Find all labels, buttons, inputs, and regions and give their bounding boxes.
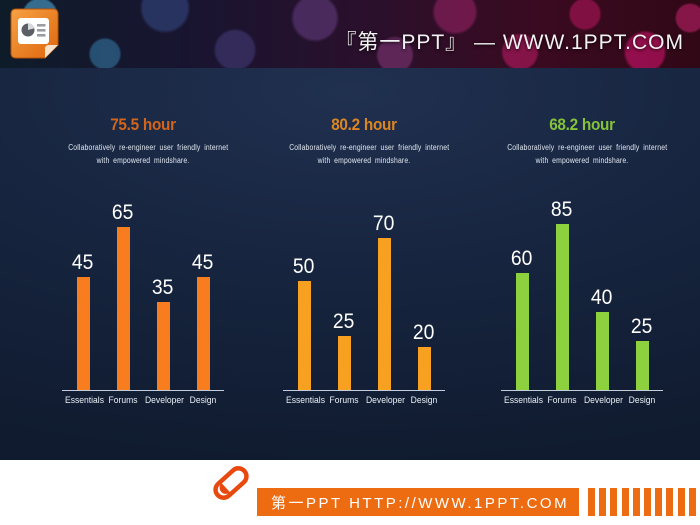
category-axis: Essentials Forums Developer Design xyxy=(62,395,224,406)
chart-subtitle-line1: Collaboratively re-engineer user friendl… xyxy=(289,143,450,152)
bar-value-label: 85 xyxy=(551,198,573,222)
bar-value-label: 20 xyxy=(413,321,435,345)
bar-slot: 45 xyxy=(183,251,223,391)
category-label: Forums xyxy=(547,395,577,407)
chart-title: 68.2 hour xyxy=(549,115,615,134)
bar-value-label: 35 xyxy=(152,276,174,300)
footer-stripe xyxy=(621,488,629,516)
footer-site-text: 第一PPT HTTP://WWW.1PPT.COM xyxy=(271,494,570,512)
header-site-title: 『第一PPT』 — WWW.1PPT.COM xyxy=(335,31,684,54)
footer-stripe xyxy=(588,488,595,516)
chart-title: 75.5 hour xyxy=(110,115,176,134)
bar-slot: 60 xyxy=(502,247,542,391)
bar[interactable] xyxy=(337,336,351,391)
bar-slot: 45 xyxy=(63,251,103,391)
bar-slot: 25 xyxy=(324,310,364,391)
bar-slot: 85 xyxy=(542,198,582,391)
header-banner: 『第一PPT』 — WWW.1PPT.COM xyxy=(0,0,700,70)
bar[interactable] xyxy=(595,312,609,391)
bar[interactable] xyxy=(156,302,170,391)
footer-stripe xyxy=(610,488,618,516)
category-label: Developer xyxy=(584,395,623,407)
footer-stripe xyxy=(599,488,607,516)
bar-value-label: 25 xyxy=(333,310,355,334)
bar[interactable] xyxy=(377,238,391,391)
footer-stripes-decoration xyxy=(588,488,700,516)
bar-value-label: 40 xyxy=(591,286,613,310)
bar-value-label: 25 xyxy=(631,315,653,339)
bar-value-label: 70 xyxy=(373,212,395,236)
bar-slot: 25 xyxy=(622,315,662,391)
category-label: Forums xyxy=(329,395,359,407)
bar[interactable] xyxy=(555,224,569,391)
category-label: Essentials xyxy=(504,395,543,407)
chart-subtitle-line2: with empowered mindshare. xyxy=(96,156,190,166)
category-label: Developer xyxy=(145,395,184,407)
bar-plot: 50 25 70 20 xyxy=(283,175,445,392)
footer-site-link[interactable]: 第一PPT HTTP://WWW.1PPT.COM xyxy=(257,488,579,516)
bar[interactable] xyxy=(417,347,431,391)
chart-subtitle-line1: Collaboratively re-engineer user friendl… xyxy=(507,143,668,152)
bar-slot: 65 xyxy=(103,201,143,391)
bar-chart-group-2: 80.2 hour Collaboratively re-engineer us… xyxy=(276,115,452,406)
category-label: Developer xyxy=(366,395,405,407)
category-axis: Essentials Forums Developer Design xyxy=(501,395,663,406)
category-label: Essentials xyxy=(286,395,325,407)
chart-subtitle-line2: with empowered mindshare. xyxy=(535,156,629,166)
chart-canvas: 75.5 hour Collaboratively re-engineer us… xyxy=(0,68,700,460)
bar-chart-group-1: 75.5 hour Collaboratively re-engineer us… xyxy=(55,115,231,406)
bar[interactable] xyxy=(196,277,210,391)
footer-stripe xyxy=(643,488,651,516)
chart-title: 80.2 hour xyxy=(331,115,397,134)
category-label: Design xyxy=(189,395,217,407)
bar-plot: 60 85 40 25 xyxy=(501,175,663,392)
category-label: Design xyxy=(628,395,656,407)
bar-value-label: 60 xyxy=(511,247,533,271)
category-axis: Essentials Forums Developer Design xyxy=(283,395,445,406)
category-label: Design xyxy=(410,395,438,407)
bar-value-label: 45 xyxy=(192,251,214,275)
footer-stripe xyxy=(655,488,663,516)
bar-slot: 35 xyxy=(143,276,183,391)
bar[interactable] xyxy=(635,341,649,391)
bar-plot: 45 65 35 45 xyxy=(62,175,224,392)
chart-subtitle-line1: Collaboratively re-engineer user friendl… xyxy=(68,143,229,152)
bar-value-label: 50 xyxy=(293,255,315,279)
bar-value-label: 65 xyxy=(112,201,134,225)
category-label: Forums xyxy=(108,395,138,407)
powerpoint-slide-icon-svg xyxy=(10,8,59,59)
footer-stripe xyxy=(688,488,696,516)
footer-bar: 第一PPT HTTP://WWW.1PPT.COM xyxy=(0,460,700,525)
bar-slot: 50 xyxy=(284,255,324,391)
bar-slot: 20 xyxy=(404,321,444,391)
bar-slot: 40 xyxy=(582,286,622,391)
powerpoint-slide-icon[interactable] xyxy=(6,5,62,61)
bar[interactable] xyxy=(515,273,529,391)
pill-icon-svg xyxy=(213,466,249,500)
bar-chart-group-3: 68.2 hour Collaboratively re-engineer us… xyxy=(494,115,670,406)
bar[interactable] xyxy=(297,281,311,391)
bar[interactable] xyxy=(76,277,90,391)
bar[interactable] xyxy=(116,227,130,391)
category-label: Essentials xyxy=(65,395,104,407)
pill-icon xyxy=(211,463,251,503)
bar-value-label: 45 xyxy=(72,251,94,275)
footer-stripe xyxy=(677,488,685,516)
footer-stripe xyxy=(666,488,674,516)
bar-slot: 70 xyxy=(364,212,404,391)
footer-stripe xyxy=(632,488,640,516)
chart-subtitle-line2: with empowered mindshare. xyxy=(317,156,411,166)
